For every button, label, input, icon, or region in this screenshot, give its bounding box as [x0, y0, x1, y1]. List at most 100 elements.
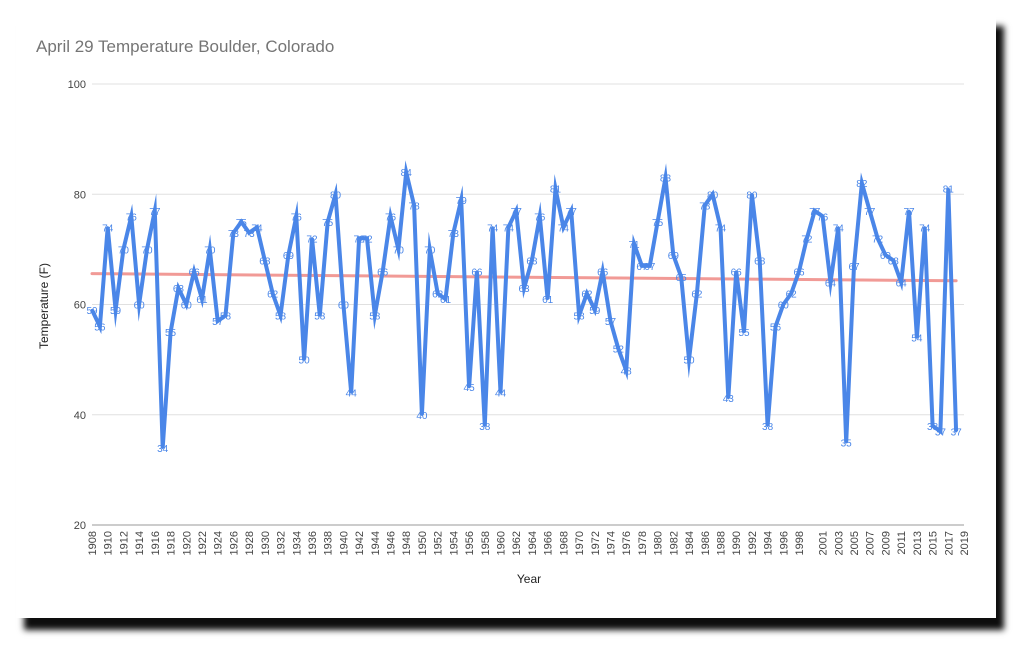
x-tick-label: 2019 [959, 531, 971, 555]
data-point [617, 347, 620, 350]
x-tick-label: 1982 [668, 531, 680, 555]
x-tick-label: 1912 [118, 531, 130, 555]
data-label: 61 [440, 295, 452, 306]
series-layer [90, 160, 959, 450]
data-point [255, 226, 259, 229]
data-point [742, 330, 746, 334]
data-label: 43 [723, 394, 735, 405]
data-point [609, 319, 612, 323]
data-label: 57 [212, 317, 224, 328]
x-tick-label: 1998 [794, 531, 806, 555]
data-label: 58 [275, 312, 287, 323]
data-point [829, 281, 832, 284]
x-tick-label: 1934 [291, 531, 303, 555]
data-label: 77 [864, 207, 876, 218]
x-tick-label: 1946 [386, 531, 398, 555]
data-point [522, 286, 526, 290]
data-point [224, 314, 227, 317]
data-point [538, 215, 541, 218]
data-label: 76 [385, 212, 397, 223]
data-label: 66 [471, 267, 483, 278]
data-point [546, 297, 549, 301]
data-point [562, 226, 565, 229]
chart-title: April 29 Temperature Boulder, Colorado [36, 37, 335, 56]
data-label: 72 [361, 234, 373, 245]
data-label: 55 [738, 328, 750, 339]
data-point [405, 171, 408, 174]
data-point [397, 248, 400, 251]
data-point [734, 270, 738, 273]
data-point [381, 270, 384, 273]
data-point [420, 413, 424, 416]
data-label: 81 [550, 185, 562, 196]
data-label: 45 [464, 383, 476, 394]
data-point [412, 204, 416, 207]
data-point [750, 193, 754, 196]
x-tick-label: 1972 [590, 531, 602, 555]
x-tick-label: 2007 [865, 531, 877, 555]
data-label: 77 [566, 207, 578, 218]
x-tick-label: 1956 [464, 531, 476, 555]
data-point [177, 286, 180, 290]
data-label: 76 [126, 212, 138, 223]
data-label: 79 [456, 196, 468, 207]
data-label: 80 [746, 190, 758, 201]
data-label: 70 [118, 245, 130, 256]
data-point [593, 308, 596, 312]
data-point [711, 193, 714, 196]
x-tick-label: 1930 [260, 531, 272, 555]
x-tick-label: 2015 [928, 531, 940, 555]
data-label: 72 [801, 234, 813, 245]
data-label: 63 [519, 284, 531, 295]
gridlines [92, 83, 964, 526]
data-label: 38 [479, 422, 491, 433]
data-point [436, 292, 439, 295]
x-tick-label: 1932 [276, 531, 288, 555]
data-point [813, 209, 816, 212]
data-label: 50 [299, 356, 311, 367]
data-point [247, 231, 251, 235]
data-label: 74 [503, 223, 515, 234]
data-point [271, 292, 274, 295]
x-tick-label: 1922 [197, 531, 209, 555]
data-point [585, 292, 589, 295]
data-label: 69 [283, 251, 295, 262]
data-point [915, 336, 919, 339]
data-label: 72 [306, 234, 318, 245]
data-point [515, 209, 518, 212]
data-point [279, 314, 282, 317]
x-tick-label: 1952 [433, 531, 445, 555]
data-label: 58 [220, 312, 232, 323]
y-tick-label: 100 [68, 79, 86, 91]
data-point [852, 264, 856, 268]
data-label: 75 [322, 218, 334, 229]
data-label: 70 [141, 245, 153, 256]
data-label: 83 [660, 174, 672, 185]
x-tick-label: 2003 [833, 531, 845, 555]
data-point [106, 226, 109, 229]
data-point [789, 292, 793, 295]
data-point [310, 237, 314, 240]
data-point [821, 215, 824, 218]
data-point [373, 314, 377, 317]
x-tick-label: 1996 [778, 531, 790, 555]
x-tick-label: 1944 [370, 531, 382, 555]
data-label: 38 [762, 422, 774, 433]
data-point [240, 220, 243, 224]
y-tick-label: 20 [74, 520, 86, 532]
data-point [844, 441, 848, 444]
x-tick-label: 1986 [700, 531, 712, 555]
data-label: 74 [919, 223, 931, 234]
x-tick-label: 1908 [87, 531, 99, 555]
data-point [318, 314, 322, 317]
data-label: 77 [511, 207, 523, 218]
data-point [145, 248, 149, 251]
data-point [114, 308, 117, 312]
data-point [860, 182, 864, 185]
data-label: 60 [778, 301, 790, 312]
data-label: 70 [204, 245, 216, 256]
data-point [656, 220, 659, 224]
data-point [954, 430, 958, 433]
data-label: 80 [707, 190, 719, 201]
x-tick-label: 1992 [747, 531, 759, 555]
